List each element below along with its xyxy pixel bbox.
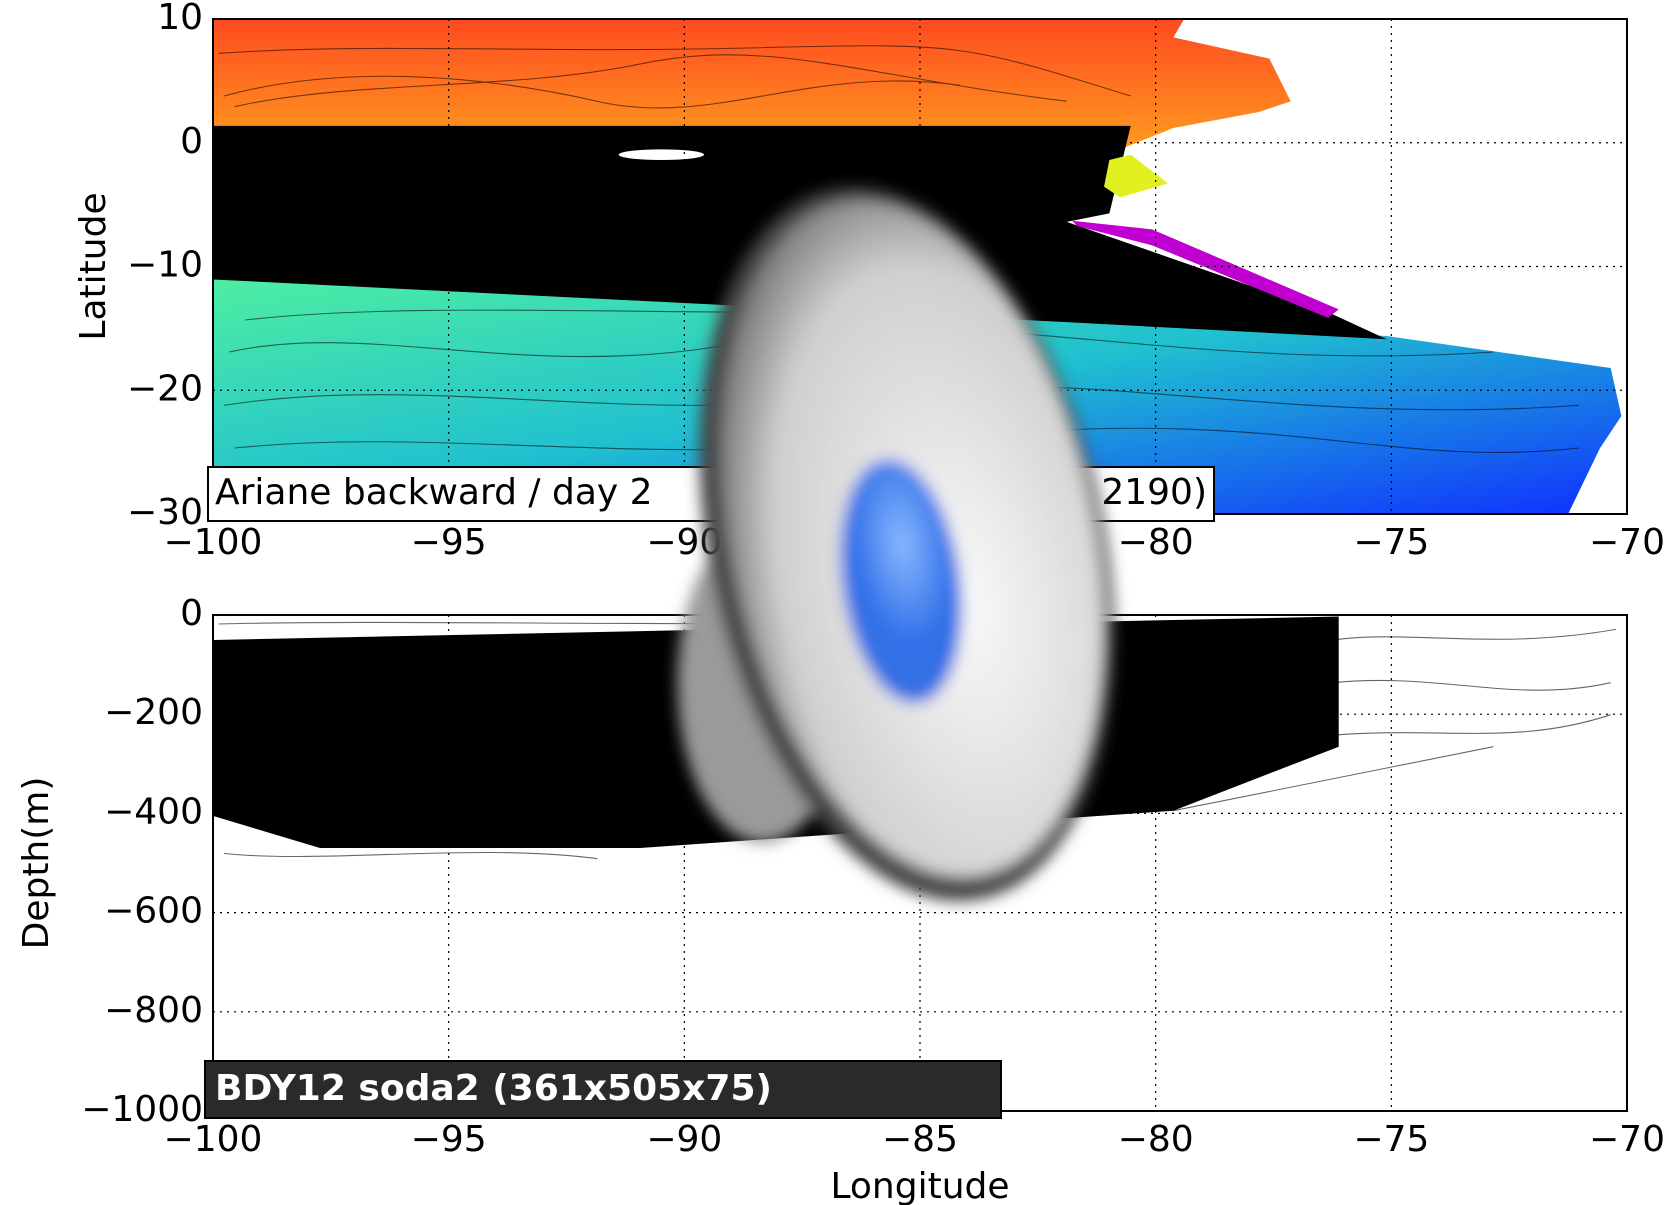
y-axis-label: Latitude (73, 192, 114, 340)
y-tick-label: −20 (127, 368, 203, 409)
y-tick-label: −800 (104, 990, 203, 1031)
annotation: BDY12 soda2 (361x505x75) (204, 1060, 1002, 1119)
x-tick-label: −75 (1353, 1119, 1429, 1160)
x-tick-label: −70 (1589, 522, 1664, 563)
y-tick-label: −1000 (81, 1089, 203, 1130)
annotation-text: BDY12 soda2 (361x505x75) (215, 1068, 772, 1109)
x-tick-label: −75 (1353, 522, 1429, 563)
x-tick-label: −95 (411, 522, 487, 563)
speaker-icon (677, 186, 1114, 902)
x-axis-label: Longitude (830, 1166, 1009, 1205)
y-tick-label: −10 (127, 245, 203, 286)
x-tick-label: −100 (164, 522, 263, 563)
y-tick-label: −600 (104, 891, 203, 932)
x-tick-label: −70 (1589, 1119, 1664, 1160)
x-tick-label: −95 (411, 1119, 487, 1160)
y-tick-label: −30 (127, 492, 203, 533)
y-axis-label: Depth(m) (16, 777, 57, 950)
x-tick-label: −90 (646, 1119, 722, 1160)
x-tick-label: −85 (882, 1119, 958, 1160)
y-tick-label: 0 (180, 593, 203, 634)
annotation-text: Ariane backward / day 2 (215, 472, 653, 513)
y-tick-label: −400 (104, 791, 203, 832)
x-tick-label: −100 (164, 1119, 263, 1160)
y-tick-label: 10 (157, 0, 203, 38)
annotation-box (204, 1060, 1002, 1119)
y-tick-label: 0 (180, 121, 203, 162)
x-tick-label: −80 (1118, 1119, 1194, 1160)
y-tick-label: −200 (104, 692, 203, 733)
annotation-text: 2190) (1101, 472, 1207, 513)
x-tick-label: −80 (1118, 522, 1194, 563)
